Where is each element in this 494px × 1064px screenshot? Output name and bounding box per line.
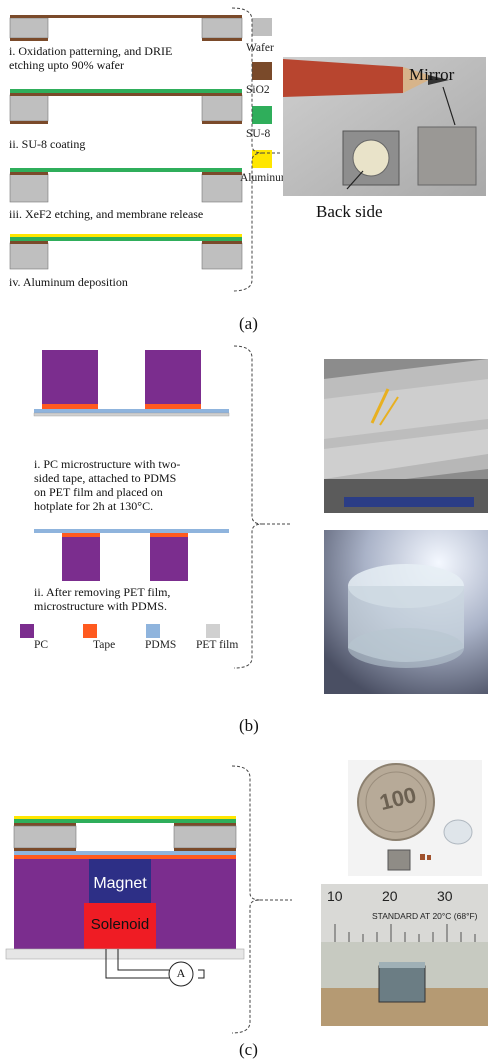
legend-swatch-pet xyxy=(206,624,220,638)
magnet-label: Magnet xyxy=(93,875,147,892)
panel-label-c: (c) xyxy=(239,1040,258,1059)
coin-image xyxy=(357,763,435,841)
panel-label-a: (a) xyxy=(239,314,258,333)
su8-layer xyxy=(14,819,236,823)
panel-b-bracket xyxy=(233,345,263,669)
device-image xyxy=(378,965,426,1003)
legend-label-tape: Tape xyxy=(93,639,116,651)
step-b1-line2: sided tape, attached to PDMS xyxy=(34,471,177,485)
step-b1-line1: i. PC microstructure with two- xyxy=(34,457,181,471)
legend-label-pc: PC xyxy=(34,639,49,651)
legend-label-pdms: PDMS xyxy=(145,639,177,651)
step-a2: ii. SU-8 coating xyxy=(9,137,86,151)
wafer-left xyxy=(13,825,77,849)
legend-swatch-aluminum xyxy=(252,150,272,168)
legend-label-pet: PET film xyxy=(196,639,239,651)
step-a1-line2: etching upto 90% wafer xyxy=(9,58,124,72)
coin-photo xyxy=(348,760,482,876)
pencil-image xyxy=(283,59,449,97)
tape-layer xyxy=(14,855,236,859)
ammeter-icon xyxy=(168,961,194,987)
ruler-number-30: 30 xyxy=(437,888,453,904)
ruler-text: STANDARD AT 20°C (68°F) xyxy=(372,911,478,921)
step-b2-line2: microstructure with PDMS. xyxy=(34,599,167,613)
process-b1-structure xyxy=(33,350,230,417)
step-a3: iii. XeF2 etching, and membrane release xyxy=(9,207,204,221)
mirror-chip-backside xyxy=(342,130,400,186)
legend-swatch-pc xyxy=(20,624,34,638)
process-step-3-structure xyxy=(9,168,243,203)
legend-label-aluminum: Aluminum xyxy=(240,172,290,184)
legend-swatch-tape xyxy=(83,624,97,638)
label-mirror: Mirror xyxy=(409,65,455,84)
step-a1-line1: i. Oxidation patterning, and DRIE xyxy=(9,44,173,58)
wafer-right xyxy=(173,825,237,849)
legend-swatch-su8 xyxy=(252,106,272,124)
process-step-1-structure xyxy=(9,15,243,41)
step-a4: iv. Aluminum deposition xyxy=(9,275,128,289)
legend-label-sio2: SiO2 xyxy=(246,84,270,96)
step-b2-line1: ii. After removing PET film, xyxy=(34,585,171,599)
ruler-photo xyxy=(321,884,488,1026)
panel-c-bracket xyxy=(231,765,261,1034)
ruler-number-20: 20 xyxy=(382,888,398,904)
pdms-layer xyxy=(14,851,236,855)
pdms-sample-photo xyxy=(324,530,488,694)
panel-a-process-diagram xyxy=(9,7,282,292)
solenoid-block xyxy=(84,903,156,949)
label-back-side: Back side xyxy=(316,202,383,221)
mirror-chip-front xyxy=(417,126,477,186)
mirror-photo xyxy=(283,57,486,196)
process-b2-structure xyxy=(34,529,229,581)
process-step-2-structure xyxy=(9,89,243,124)
hotplate-photo xyxy=(324,359,488,513)
ammeter-label: A xyxy=(176,966,186,980)
solenoid-label: Solenoid xyxy=(90,916,150,933)
panel-c-device-diagram xyxy=(5,765,292,1034)
ruler-number-10: 10 xyxy=(327,888,343,904)
legend-swatch-wafer xyxy=(252,18,272,36)
legend-swatch-sio2 xyxy=(252,62,272,80)
magnet-block xyxy=(89,859,151,903)
legend-label-wafer: Wafer xyxy=(246,42,274,54)
legend-label-su8: SU-8 xyxy=(246,128,271,140)
panel-b-process-diagram xyxy=(20,345,290,669)
base-plate xyxy=(5,948,245,960)
panel-label-b: (b) xyxy=(239,716,259,735)
aluminum-layer xyxy=(14,816,236,819)
process-step-4-structure xyxy=(9,234,243,270)
step-b1-line3: on PET film and placed on xyxy=(34,485,163,499)
legend-swatch-pdms xyxy=(146,624,160,638)
step-b1-line4: hotplate for 2h at 130°C. xyxy=(34,499,154,513)
